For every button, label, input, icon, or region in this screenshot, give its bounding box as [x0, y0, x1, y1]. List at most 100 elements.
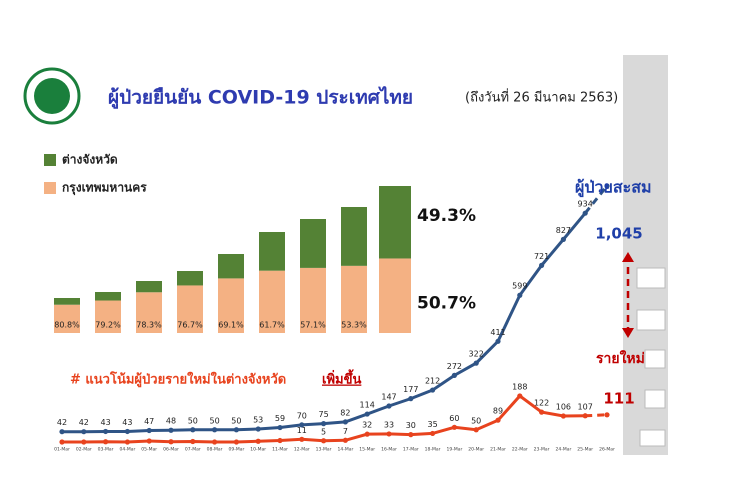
value-label: 70 [297, 411, 307, 420]
series-label: ผู้ป่วยสะสม [575, 178, 652, 199]
legend-swatch [44, 154, 56, 166]
value-label: 35 [428, 420, 438, 429]
value-label: 33 [384, 420, 394, 429]
x-tick-label: 03-Mar [98, 447, 114, 453]
value-label: 76.7% [177, 321, 203, 330]
value-label: 75 [319, 410, 329, 419]
value-label: 47 [144, 417, 154, 426]
x-tick-label: 13-Mar [316, 447, 332, 453]
thumbnail [644, 349, 666, 369]
subtitle: (ถึงวันที่ 26 มีนาคม 2563) [465, 89, 618, 106]
point [495, 338, 501, 344]
point [321, 438, 327, 444]
x-tick-label: 25-Mar [577, 447, 593, 453]
value-label: 49.3% [417, 206, 476, 226]
point [59, 429, 65, 435]
x-tick-label: 21-Mar [490, 447, 506, 453]
x-tick-label: 10-Mar [250, 447, 266, 453]
value-label: 147 [381, 392, 396, 401]
value-label: 59 [275, 414, 285, 423]
bar-segment [341, 207, 367, 266]
point [430, 387, 436, 393]
point [560, 413, 567, 419]
bar-segment [379, 186, 411, 259]
point [582, 413, 588, 419]
point [408, 432, 414, 438]
value-label: 122 [534, 399, 549, 408]
point [560, 236, 567, 242]
point [539, 262, 545, 268]
value-label: 53.3% [341, 321, 367, 330]
point [168, 427, 174, 433]
value-label: 11 [297, 426, 307, 435]
annotation-emphasis: เพิ่มขึ้น [322, 369, 361, 388]
value-label: 721 [534, 252, 549, 261]
value-label: 50 [188, 416, 198, 425]
bar-segment [218, 278, 244, 333]
value-label: 82 [340, 408, 350, 417]
x-tick-label: 15-Mar [359, 447, 375, 453]
legend-label: ต่างจังหวัด [62, 153, 118, 167]
value-label: 5 [321, 427, 326, 436]
point [81, 439, 87, 445]
bar-segment [379, 258, 411, 333]
value-label: 79.2% [95, 321, 121, 330]
point [233, 439, 239, 445]
bar-segment [341, 265, 367, 333]
bar-segment [54, 304, 80, 333]
value-label: 53 [253, 416, 263, 425]
point [277, 437, 283, 444]
value-label: 111 [603, 389, 634, 407]
x-tick-label: 20-Mar [468, 447, 484, 453]
point [255, 438, 261, 444]
bar-segment [54, 298, 80, 305]
x-tick-label: 26-Mar [599, 447, 615, 453]
value-label: 69.1% [218, 321, 244, 330]
x-tick-label: 04-Mar [119, 447, 135, 453]
point [212, 427, 218, 433]
value-label: 43 [122, 418, 132, 427]
point [604, 412, 610, 418]
point [386, 431, 392, 437]
point [473, 427, 479, 433]
annotation: # แนวโน้มผู้ป่วยรายใหม่ในต่างจังหวัด [70, 371, 286, 388]
value-label: 42 [79, 418, 89, 427]
side-panel [623, 55, 668, 455]
value-label: 114 [360, 401, 375, 410]
value-label: 212 [425, 377, 440, 386]
value-label: 934 [578, 200, 593, 209]
bar-segment [95, 292, 121, 301]
bar-segment [136, 281, 162, 293]
x-tick-label: 02-Mar [76, 447, 92, 453]
point [59, 439, 65, 445]
value-label: 80.8% [54, 321, 80, 330]
value-label: 50 [471, 416, 481, 425]
value-label: 42 [57, 418, 67, 427]
point [582, 210, 588, 216]
projection-line [585, 413, 608, 418]
x-tick-label: 23-Mar [534, 447, 550, 453]
x-tick-label: 09-Mar [228, 447, 244, 453]
x-tick-label: 12-Mar [294, 447, 310, 453]
value-label: 78.3% [136, 321, 162, 330]
point [146, 438, 152, 444]
point [124, 428, 130, 435]
line-chart: 01-Mar 02-Mar 03-Mar 04-Mar 05-Mar 06-Mar 07-M… [54, 178, 651, 453]
point [299, 422, 305, 428]
value-label: 50.7% [417, 294, 476, 314]
legend: ต่างจังหวัดกรุงเทพมหานคร [44, 153, 147, 196]
bar-segment [177, 271, 203, 286]
point [451, 424, 457, 430]
point [342, 437, 348, 443]
point [277, 424, 283, 431]
value-label: 106 [556, 403, 571, 412]
value-label: 827 [556, 226, 571, 235]
value-label: 272 [447, 362, 462, 371]
bar-segment [136, 292, 162, 333]
point [255, 426, 261, 432]
point [81, 429, 87, 435]
value-label: 188 [512, 382, 527, 391]
bar-segment [95, 300, 121, 333]
value-label: 411 [490, 328, 505, 337]
bar-segment [218, 254, 244, 279]
